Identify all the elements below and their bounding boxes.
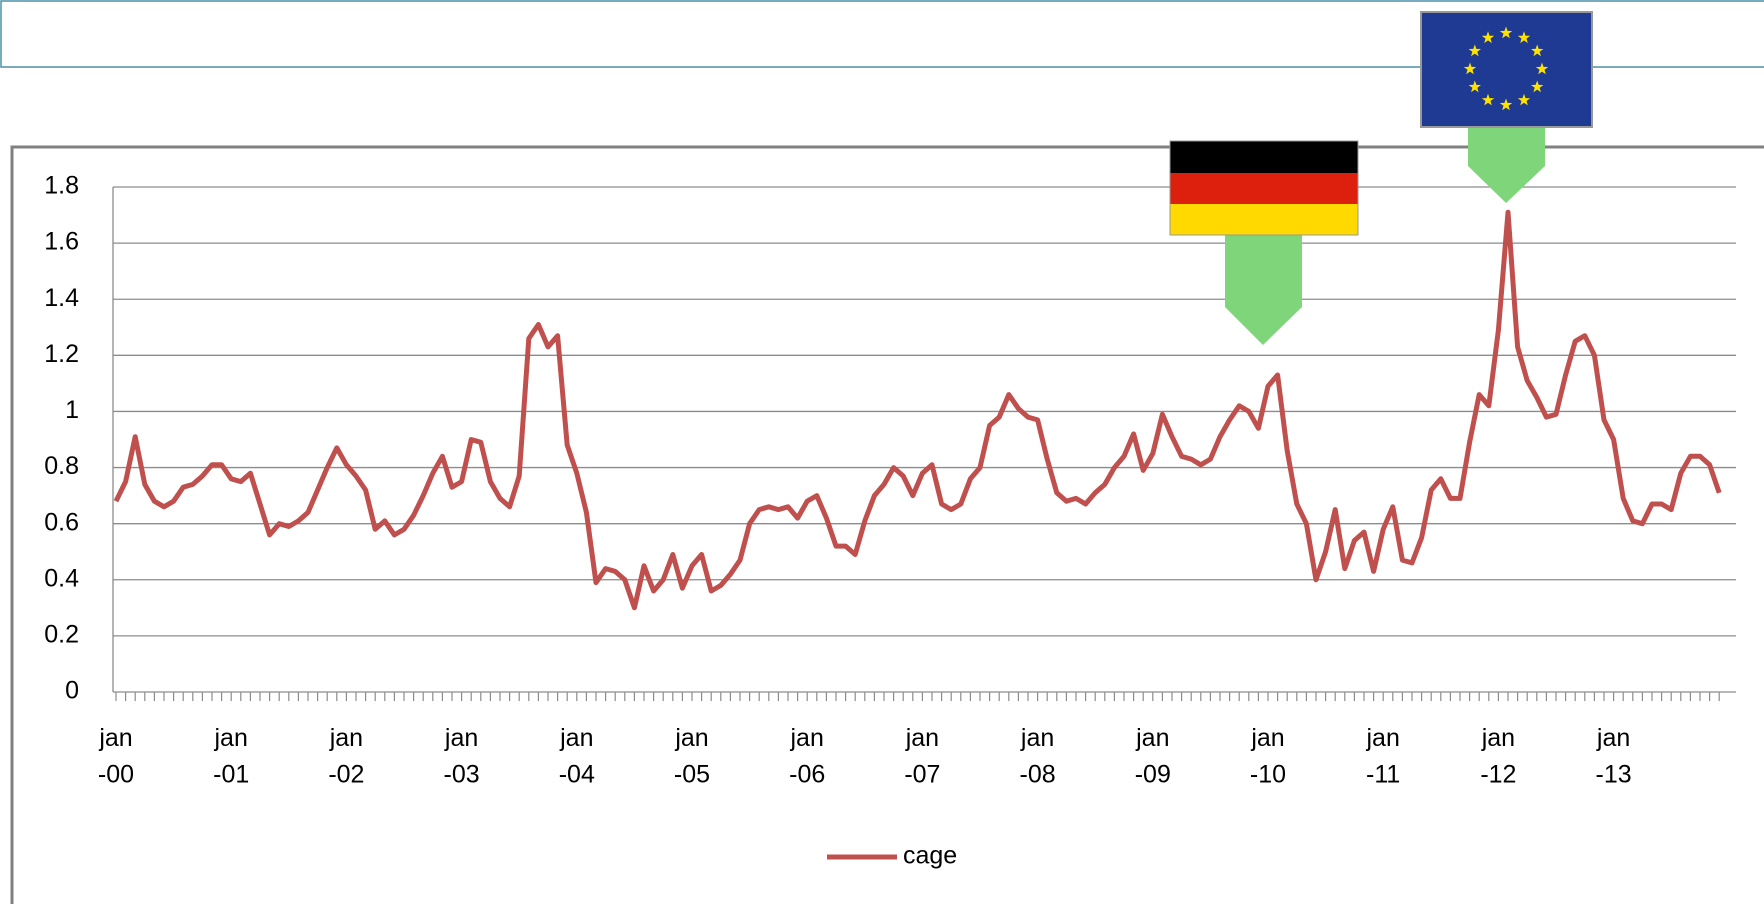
eu-star (1535, 62, 1549, 75)
germany-flag (1169, 140, 1359, 345)
x-tick-label: jan -00 (98, 724, 134, 788)
eu-star (1517, 93, 1531, 106)
plot-area: 0 0.2 0.4 0.6 0.8 1 1.2 1.4 1.6 1.8 jan -00 jan -01 ja… (44, 172, 1736, 870)
x-tick-label: jan -07 (904, 724, 940, 788)
y-tick-label: 0 (65, 677, 79, 705)
eu-star (1499, 26, 1513, 39)
eu-star (1531, 44, 1544, 57)
eu-star (1517, 31, 1531, 44)
eu-star (1463, 62, 1477, 75)
x-tick-label: jan -04 (559, 724, 595, 788)
y-tick-label: 1.6 (44, 228, 79, 256)
x-tick-label: jan -12 (1480, 724, 1516, 788)
eu-star (1499, 98, 1513, 111)
eu-star (1468, 80, 1481, 93)
eu-star (1531, 80, 1544, 93)
x-tick-label: jan -10 (1250, 724, 1286, 788)
y-tick-label: 0.4 (44, 564, 79, 592)
y-tick-label: 1.4 (44, 284, 79, 312)
y-tick-label: 0.6 (44, 508, 79, 536)
y-tick-label: 0.8 (44, 452, 79, 480)
chart-frame (10, 145, 1764, 909)
eu-flag (1420, 11, 1593, 203)
x-tick-label: jan -03 (444, 724, 480, 788)
eu-star (1481, 31, 1495, 44)
y-tick-label: 1.8 (44, 172, 79, 200)
x-tick-label: jan -13 (1596, 724, 1632, 788)
y-tick-label: 0.2 (44, 620, 79, 648)
x-tick-label: jan -09 (1135, 724, 1171, 788)
x-tick-label: jan -11 (1366, 724, 1401, 788)
y-tick-label: 1.2 (44, 340, 79, 368)
x-tick-label: jan -08 (1020, 724, 1056, 788)
x-tick-label: jan -01 (213, 724, 249, 788)
series-line (113, 209, 1722, 611)
eu-star (1468, 44, 1481, 57)
x-tick-label: jan -02 (328, 724, 364, 788)
x-tick-label: jan -06 (789, 724, 825, 788)
x-tick-label: jan -05 (674, 724, 710, 788)
y-tick-label: 1 (65, 396, 79, 424)
legend-label: cage (903, 842, 957, 870)
eu-star (1481, 93, 1495, 106)
